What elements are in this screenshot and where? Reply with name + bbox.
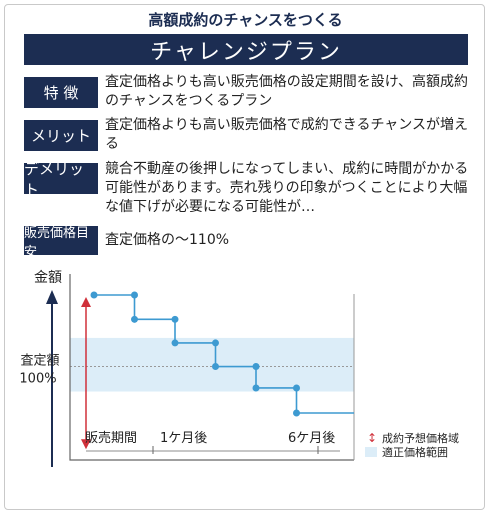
text-demerit: 競合不動産の後押しになってしまい、成約に時間がかかる可能性があります。売れ残りの… bbox=[105, 161, 469, 215]
tag-demerit: デメリット bbox=[24, 160, 98, 199]
section-heading: 高額成約のチャンスをつくる bbox=[148, 11, 343, 29]
row-merit: メリット 査定価格よりも高い販売価格で成約できるチャンスが増える bbox=[24, 116, 468, 156]
legend-label: 成約予想価格域 bbox=[382, 431, 459, 445]
text-merit: 査定価格よりも高い販売価格で成約できるチャンスが増える bbox=[105, 117, 469, 152]
row-demerit: デメリット 競合不動産の後押しになってしまい、成約に時間がかかる可能性があります… bbox=[24, 160, 468, 220]
y-axis-label: 金額 bbox=[34, 270, 62, 286]
plan-title: チャレンジプラン bbox=[150, 39, 342, 65]
legend-arrow-icon: ↕ bbox=[367, 431, 377, 445]
price-point bbox=[131, 315, 138, 323]
row-features: 特 徴 査定価格よりも高い販売価格の設定期間を設け、高額成約のチャンスをつくるプ… bbox=[24, 73, 468, 113]
text-features: 査定価格よりも高い販売価格の設定期間を設け、高額成約のチャンスをつくるプラン bbox=[105, 74, 469, 109]
text-price-guide: 査定価格の～110% bbox=[105, 232, 230, 248]
price-point bbox=[171, 315, 179, 323]
price-point bbox=[131, 291, 138, 299]
price-point bbox=[252, 363, 260, 371]
price-step-line bbox=[94, 294, 354, 414]
tag-merit: メリット bbox=[24, 120, 98, 151]
plan-title-bar: チャレンジプラン bbox=[24, 34, 468, 65]
price-point bbox=[212, 363, 219, 371]
x-tick-label: 販売期間 bbox=[85, 430, 137, 446]
price-point bbox=[252, 384, 260, 392]
price-point bbox=[293, 384, 300, 392]
row-price-guide: 販売価格目安 査定価格の～110% bbox=[24, 226, 468, 260]
y-reference-label-1: 査定額 bbox=[20, 354, 59, 369]
x-tick-label: 6ケ月後 bbox=[288, 431, 335, 446]
legend-label: 適正価格範囲 bbox=[382, 445, 448, 459]
tag-features: 特 徴 bbox=[24, 77, 98, 108]
y-reference-label-2: 100% bbox=[19, 372, 56, 387]
legend-band-swatch bbox=[365, 447, 377, 457]
price-point bbox=[90, 291, 98, 299]
tag-price-guide: 販売価格目安 bbox=[24, 226, 98, 260]
card-frame bbox=[4, 4, 485, 510]
x-tick-label: 1ケ月後 bbox=[160, 431, 207, 446]
y-axis-arrowhead bbox=[46, 290, 58, 304]
expected-range-arrow-bottom bbox=[81, 439, 91, 450]
price-point bbox=[212, 339, 219, 347]
plot-frame-axis bbox=[69, 274, 354, 461]
expected-range-arrow-top bbox=[81, 297, 91, 307]
appropriate-range-band bbox=[70, 337, 354, 392]
price-point bbox=[171, 339, 179, 347]
price-point bbox=[293, 409, 300, 417]
